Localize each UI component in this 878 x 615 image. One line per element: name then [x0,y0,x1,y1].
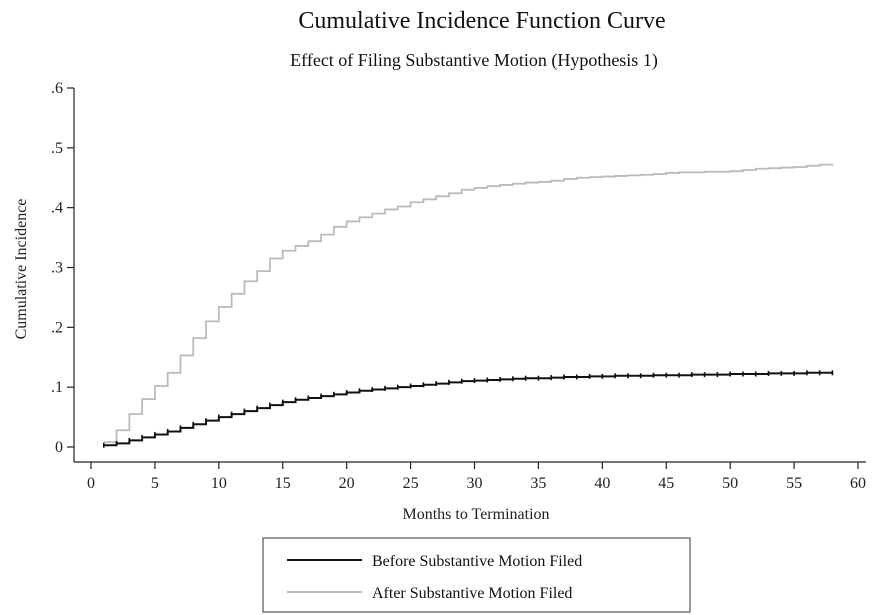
plot-area: 0 .1 .2 .3 .4 .5 .6 0 5 10 15 20 25 30 35 40 45 50 55 60 [51,80,866,492]
x-ticks: 0 5 10 15 20 25 30 35 40 45 50 55 60 [87,462,866,492]
y-tick-label: .5 [51,140,63,157]
x-tick-label: 60 [850,475,866,492]
series-line-after [103,163,834,444]
y-axis-title: Cumulative Incidence [13,199,30,340]
y-tick-label: .2 [51,319,63,336]
x-tick-label: 50 [722,475,738,492]
y-tick-label: .3 [51,260,63,277]
x-tick-label: 25 [403,475,419,492]
legend-box [262,537,691,613]
legend-label-after: After Substantive Motion Filed [372,585,572,602]
x-tick-label: 45 [658,475,674,492]
x-tick-label: 30 [467,475,483,492]
x-tick-label: 20 [339,475,355,492]
legend-label-before: Before Substantive Motion Filed [372,553,582,570]
x-axis-title: Months to Termination [402,506,549,523]
x-tick-label: 0 [87,475,95,492]
y-tick-label: .4 [51,200,63,217]
y-tick-label: .1 [51,379,63,396]
x-tick-label: 10 [211,475,227,492]
y-ticks: 0 .1 .2 .3 .4 .5 .6 [51,80,74,456]
y-tick-label: .6 [51,80,63,97]
y-tick-label: 0 [55,439,63,456]
series-layer [102,163,834,448]
chart-title: Cumulative Incidence Function Curve [298,8,665,34]
x-tick-label: 15 [275,475,291,492]
x-tick-label: 40 [594,475,610,492]
x-tick-label: 55 [786,475,802,492]
x-tick-label: 35 [530,475,546,492]
x-tick-label: 5 [151,475,159,492]
chart-subtitle: Effect of Filing Substantive Motion (Hyp… [290,50,658,71]
legend: Before Substantive Motion Filed After Su… [262,537,691,613]
